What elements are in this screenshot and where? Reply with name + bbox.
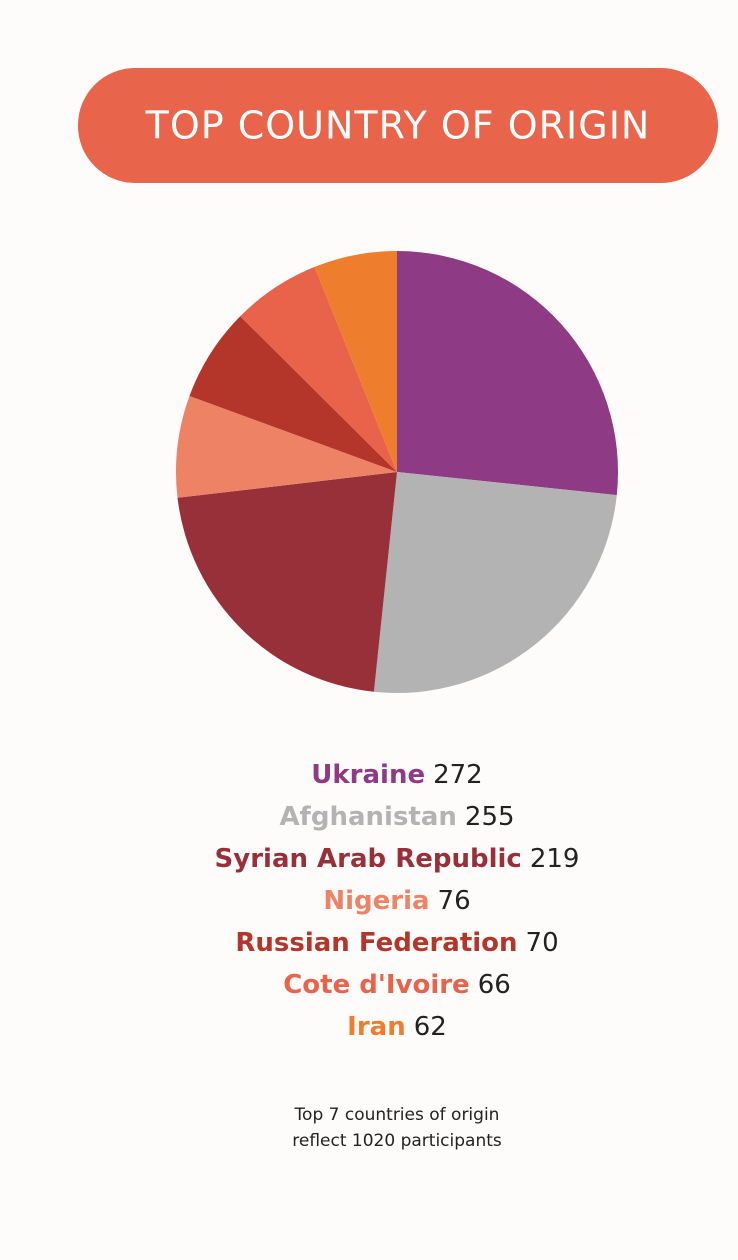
note-line: reflect 1020 participants [292,1131,502,1151]
legend-entry: Ukraine 272 [311,760,482,790]
legend-value: 66 [478,970,511,1000]
pie-slice [314,251,397,472]
legend-value: 272 [433,760,483,790]
legend-entry: Afghanistan 255 [279,802,514,832]
legend-entry: Syrian Arab Republic 219 [215,844,580,874]
legend-label: Nigeria [323,886,429,916]
legend-value: 76 [438,886,471,916]
pie-slice [176,395,397,498]
legend-label: Russian Federation [235,928,517,958]
chart-title: TOP COUNTRY OF ORIGIN [145,104,651,148]
pie-slice [397,251,618,496]
legend-value: 70 [526,928,559,958]
legend-entry: Nigeria 76 [323,886,470,916]
legend-label: Cote d'Ivoire [283,970,469,1000]
pie-slice [240,266,397,472]
legend-value: 255 [465,802,515,832]
legend-value: 62 [414,1012,447,1042]
pie-slice [189,316,397,472]
legend-label: Syrian Arab Republic [215,844,522,874]
pie-slice [373,472,617,694]
legend-entry: Iran 62 [347,1012,447,1042]
legend-entry: Russian Federation 70 [235,928,558,958]
legend-label: Afghanistan [279,802,456,832]
legend-entry: Cote d'Ivoire 66 [283,970,511,1000]
note-line: Top 7 countries of origin [294,1105,500,1125]
legend-value: 219 [530,844,580,874]
legend-label: Iran [347,1012,406,1042]
legend-label: Ukraine [311,760,425,790]
title-background [78,68,718,183]
pie-slice [177,472,397,692]
